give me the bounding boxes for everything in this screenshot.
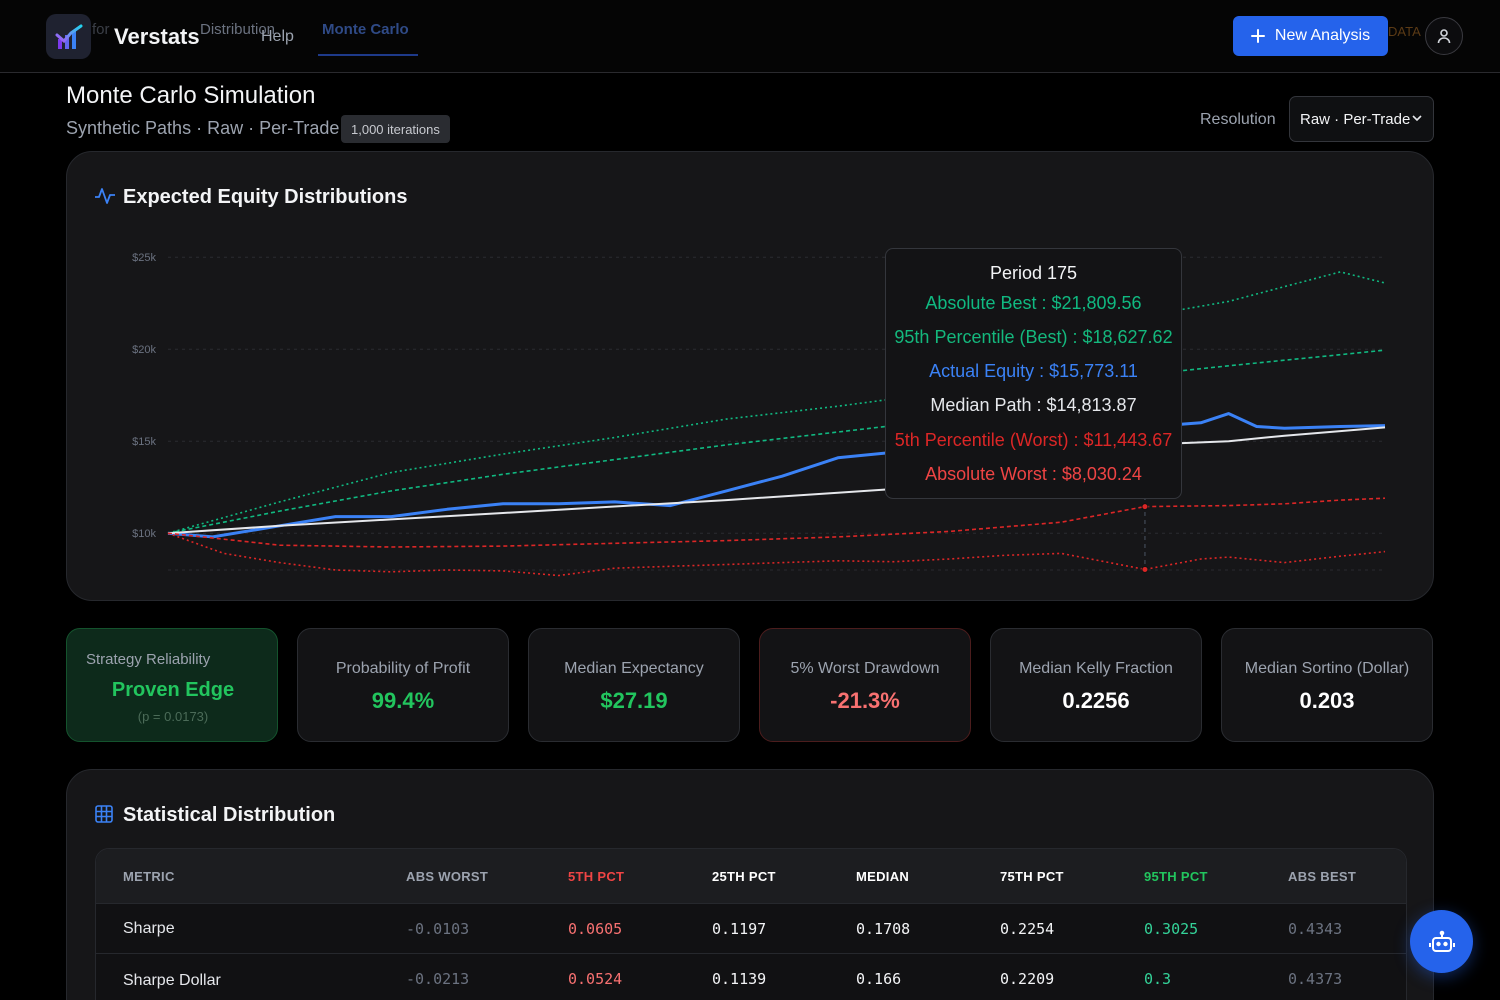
- stat-value: 99.4%: [371, 688, 435, 713]
- cell-abs-worst: -0.0213: [406, 970, 470, 988]
- stat-label: 5% Worst Drawdown: [790, 660, 940, 677]
- table-header: METRIC ABS WORST 5TH PCT 25TH PCT MEDIAN…: [96, 849, 1406, 904]
- cell-median: 0.166: [856, 970, 902, 988]
- tooltip-period: Period 175: [989, 263, 1078, 283]
- stat-card-median-expectancy: Median Expectancy $27.19: [528, 628, 740, 742]
- new-analysis-button[interactable]: New Analysis: [1233, 16, 1388, 56]
- stat-value: Proven Edge: [111, 679, 235, 701]
- table-row: Sharpe Dollar -0.0213 0.0524 0.1139 0.16…: [96, 954, 1406, 1000]
- stat-value: $27.19: [600, 688, 668, 713]
- table-row: Sharpe -0.0103 0.0605 0.1197 0.1708 0.22…: [96, 904, 1406, 954]
- header-abs-worst: ABS WORST: [406, 869, 489, 884]
- stat-value: 0.203: [1299, 688, 1355, 713]
- cell-abs-best: 0.4373: [1288, 970, 1343, 988]
- resolution-select[interactable]: Raw · Per-Trade: [1289, 96, 1434, 142]
- y-tick-label: $15k: [132, 436, 156, 448]
- series-absolute-best: [167, 271, 1386, 534]
- series-95th-percentile-best: [167, 349, 1386, 534]
- stat-value: -21.3%: [830, 688, 900, 713]
- stat-label: Median Kelly Fraction: [1019, 660, 1173, 677]
- data-badge: DATA: [1388, 24, 1421, 39]
- metric-name: Sharpe: [123, 920, 175, 937]
- chart-tooltip: Period 175 Absolute Best : $21,809.56 95…: [885, 248, 1182, 499]
- series-absolute-worst: [167, 532, 1386, 577]
- brand-name: Verstats: [114, 24, 200, 49]
- equity-chart[interactable]: $25k $20k $15k $10k: [0, 0, 1500, 620]
- cell-25th-pct: 0.1139: [712, 970, 767, 988]
- iterations-badge: 1,000 iterations: [341, 115, 450, 143]
- header-abs-best: ABS BEST: [1288, 869, 1357, 884]
- stat-label: Median Expectancy: [564, 660, 704, 677]
- header-median: MEDIAN: [856, 869, 910, 884]
- new-analysis-label: New Analysis: [1274, 27, 1371, 44]
- stat-label: Strategy Reliability: [86, 651, 211, 668]
- tab-monte-carlo[interactable]: Monte Carlo: [322, 21, 409, 38]
- activity-icon: [95, 188, 115, 204]
- nav-tab-ghost[interactable]: for: [92, 21, 110, 38]
- cell-75th-pct: 0.2209: [1000, 970, 1055, 988]
- tooltip-5th-percentile: 5th Percentile (Worst) : $11,443.67: [894, 430, 1173, 450]
- tooltip-actual-equity: Actual Equity : $15,773.11: [929, 361, 1138, 381]
- chart-logo-icon: [55, 24, 82, 49]
- chart-title: Expected Equity Distributions: [123, 186, 408, 208]
- header-95th-pct: 95TH PCT: [1144, 869, 1208, 884]
- cell-5th-pct: 0.0524: [568, 970, 623, 988]
- stat-label: Median Sortino (Dollar): [1244, 660, 1410, 677]
- resolution-label: Resolution: [1200, 111, 1276, 128]
- y-tick-label: $20k: [132, 344, 156, 356]
- assistant-button[interactable]: [1410, 910, 1473, 973]
- help-link[interactable]: Help: [261, 28, 294, 45]
- tooltip-absolute-best: Absolute Best : $21,809.56: [925, 293, 1142, 313]
- cell-median: 0.1708: [856, 920, 911, 938]
- stat-card-strategy-reliability: Strategy Reliability Proven Edge (p = 0.…: [66, 628, 278, 742]
- app-logo[interactable]: [46, 14, 91, 59]
- cell-abs-worst: -0.0103: [406, 920, 470, 938]
- equity-chart-card: Expected Equity Distributions: [66, 151, 1434, 601]
- stat-card-worst-drawdown: 5% Worst Drawdown -21.3%: [759, 628, 971, 742]
- cell-95th-pct: 0.3: [1144, 970, 1172, 988]
- stat-card-sortino: Median Sortino (Dollar) 0.203: [1221, 628, 1433, 742]
- user-menu-button[interactable]: [1425, 17, 1463, 55]
- resolution-value: Raw · Per-Trade: [1300, 110, 1411, 128]
- hover-point: [1141, 503, 1149, 511]
- page-subtitle: Synthetic Paths · Raw · Per-Trade: [66, 118, 340, 138]
- top-bar: for Verstats Distribution Help Monte Car…: [0, 0, 1500, 73]
- header-metric: METRIC: [123, 869, 175, 884]
- header-5th-pct: 5TH PCT: [568, 869, 625, 884]
- page-title: Monte Carlo Simulation: [66, 82, 316, 109]
- cell-95th-pct: 0.3025: [1144, 920, 1199, 938]
- distribution-table: METRIC ABS WORST 5TH PCT 25TH PCT MEDIAN…: [95, 848, 1407, 1000]
- cell-abs-best: 0.4343: [1288, 920, 1343, 938]
- active-tab-indicator: [318, 54, 418, 56]
- chevron-down-icon: [1412, 115, 1422, 122]
- table-icon: [95, 805, 113, 823]
- tooltip-absolute-worst: Absolute Worst : $8,030.24: [925, 464, 1142, 484]
- robot-icon: [1428, 930, 1455, 952]
- cell-75th-pct: 0.2254: [1000, 920, 1055, 938]
- tooltip-95th-percentile: 95th Percentile (Best) : $18,627.62: [894, 327, 1173, 347]
- plus-icon: [1250, 29, 1265, 43]
- table-title: Statistical Distribution: [123, 804, 336, 826]
- cell-25th-pct: 0.1197: [712, 920, 767, 938]
- hover-point: [1141, 565, 1149, 573]
- header-25th-pct: 25TH PCT: [712, 869, 776, 884]
- stat-card-probability-of-profit: Probability of Profit 99.4%: [297, 628, 509, 742]
- series-5th-percentile-worst: [167, 497, 1386, 548]
- y-tick-label: $25k: [132, 252, 156, 264]
- nav-tab-distribution[interactable]: Distribution: [200, 21, 276, 38]
- statistical-distribution-card: Statistical Distribution METRIC ABS WORS…: [66, 769, 1434, 1000]
- user-icon: [1437, 29, 1451, 44]
- stat-pvalue: (p = 0.0173): [137, 709, 209, 724]
- stat-value: 0.2256: [1062, 688, 1130, 713]
- cell-5th-pct: 0.0605: [568, 920, 623, 938]
- y-tick-label: $10k: [132, 528, 156, 540]
- series-actual-equity: [167, 412, 1386, 539]
- stat-card-kelly-fraction: Median Kelly Fraction 0.2256: [990, 628, 1202, 742]
- tooltip-median-path: Median Path : $14,813.87: [930, 395, 1137, 415]
- header-75th-pct: 75TH PCT: [1000, 869, 1064, 884]
- stat-label: Probability of Profit: [335, 660, 471, 677]
- metric-name: Sharpe Dollar: [123, 972, 221, 989]
